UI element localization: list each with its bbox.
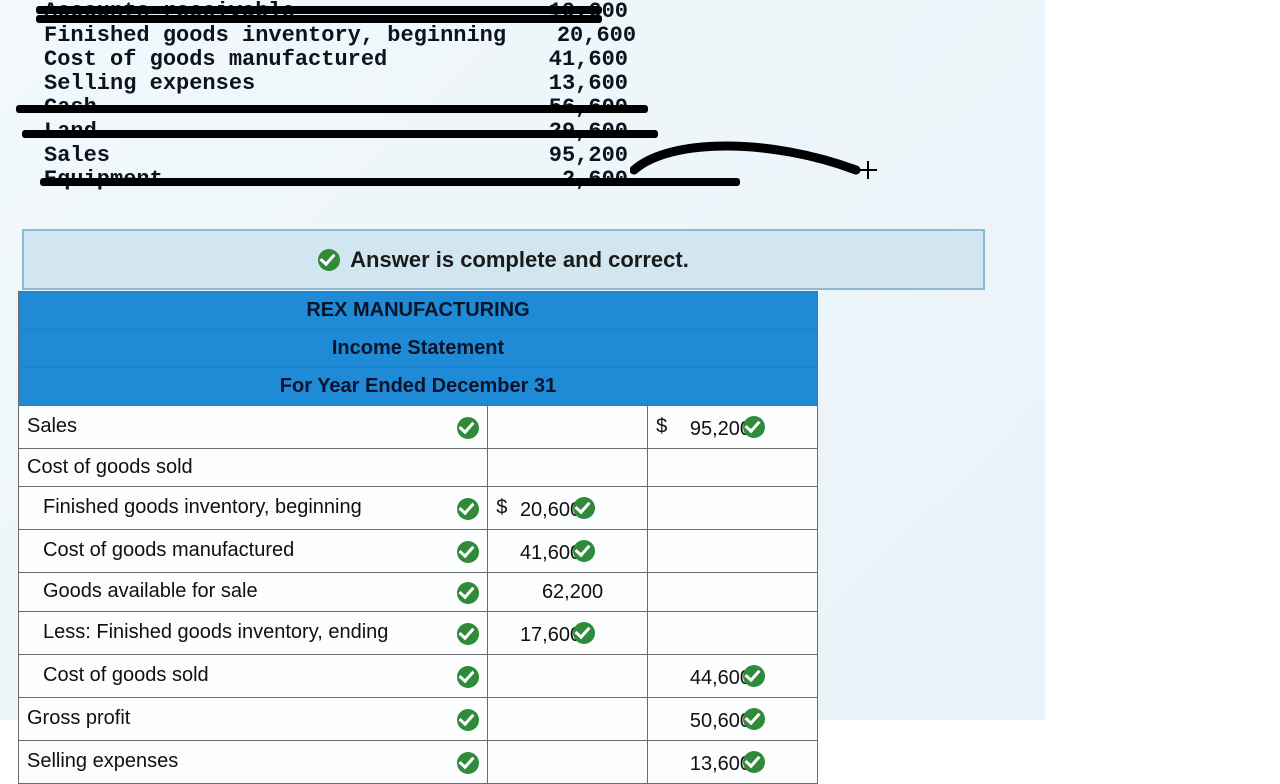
check-icon [743, 665, 765, 687]
page-area: Accounts receivable19,600Finished goods … [0, 0, 1045, 720]
row-col1[interactable]: 41,600 [488, 530, 648, 573]
row-col2[interactable]: 13,600 [648, 741, 818, 784]
statement-header-company: REX MANUFACTURING [19, 292, 818, 330]
top-data-list: Accounts receivable19,600Finished goods … [44, 0, 684, 192]
row-col1[interactable] [488, 698, 648, 741]
check-icon [573, 622, 595, 644]
row-col2[interactable]: $95,200 [648, 406, 818, 449]
row-col1-value: 20,600 [520, 499, 581, 521]
row-col2[interactable]: 50,600 [648, 698, 818, 741]
row-label[interactable]: Selling expenses [19, 741, 488, 784]
table-row: Cost of goods sold [19, 449, 818, 487]
table-row: Sales $95,200 [19, 406, 818, 449]
check-icon [457, 666, 479, 688]
row-col2[interactable] [648, 449, 818, 487]
check-icon [457, 623, 479, 645]
check-icon [318, 249, 340, 271]
row-label[interactable]: Less: Finished goods inventory, ending [19, 612, 488, 655]
table-row: Finished goods inventory, beginning$20,6… [19, 487, 818, 530]
row-col1-value: 17,600 [520, 624, 581, 646]
check-icon [457, 417, 479, 439]
top-list-value: 95,200 [498, 145, 628, 167]
strike-line [36, 6, 602, 14]
row-col1[interactable] [488, 406, 648, 449]
row-col2-value: 44,600 [690, 667, 751, 689]
row-col1[interactable] [488, 741, 648, 784]
table-row: Cost of goods sold 44,600 [19, 655, 818, 698]
statement-header-period: For Year Ended December 31 [19, 368, 818, 406]
top-list-row: Cost of goods manufactured41,600 [44, 48, 684, 72]
check-icon [573, 540, 595, 562]
row-col1-value: 62,200 [542, 581, 603, 603]
currency-symbol: $ [496, 497, 507, 520]
top-list-label: Sales [44, 145, 498, 167]
top-list-row: Sales95,200 [44, 144, 684, 168]
row-col2[interactable] [648, 530, 818, 573]
check-icon [743, 708, 765, 730]
check-icon [457, 752, 479, 774]
income-statement-table: REX MANUFACTURING Income Statement For Y… [18, 291, 818, 784]
answer-banner: Answer is complete and correct. [22, 229, 985, 290]
row-label[interactable]: Sales [19, 406, 488, 449]
top-list-value: 41,600 [498, 49, 628, 71]
strike-line [36, 15, 602, 23]
row-label[interactable]: Cost of goods sold [19, 449, 488, 487]
table-row: Goods available for sale 62,200 [19, 573, 818, 612]
table-row: Cost of goods manufactured 41,600 [19, 530, 818, 573]
check-icon [743, 751, 765, 773]
table-row: Selling expenses 13,600 [19, 741, 818, 784]
currency-symbol: $ [656, 416, 667, 439]
row-label[interactable]: Cost of goods manufactured [19, 530, 488, 573]
statement-header-title: Income Statement [19, 330, 818, 368]
check-icon [457, 541, 479, 563]
row-col2-value: 13,600 [690, 753, 751, 775]
top-list-label: Cost of goods manufactured [44, 49, 498, 71]
row-col2[interactable] [648, 487, 818, 530]
top-list-row: Finished goods inventory, beginning20,60… [44, 24, 684, 48]
check-icon [457, 498, 479, 520]
table-row: Less: Finished goods inventory, ending 17… [19, 612, 818, 655]
top-list-row: Selling expenses13,600 [44, 72, 684, 96]
row-label[interactable]: Goods available for sale [19, 573, 488, 612]
check-icon [457, 582, 479, 604]
check-icon [457, 709, 479, 731]
strike-line [22, 130, 658, 138]
top-list-label: Finished goods inventory, beginning [44, 25, 506, 47]
row-col1[interactable]: 17,600 [488, 612, 648, 655]
check-icon [573, 497, 595, 519]
row-col1[interactable] [488, 449, 648, 487]
top-list-label: Selling expenses [44, 73, 498, 95]
blank-area [1045, 0, 1280, 720]
answer-banner-text: Answer is complete and correct. [350, 247, 689, 273]
top-list-value: 20,600 [506, 25, 636, 47]
check-icon [743, 416, 765, 438]
row-col2-value: 95,200 [690, 418, 751, 440]
row-label[interactable]: Gross profit [19, 698, 488, 741]
strike-line [16, 105, 648, 113]
row-col1[interactable]: 62,200 [488, 573, 648, 612]
top-list-value: 13,600 [498, 73, 628, 95]
annotation-arc [630, 136, 862, 184]
row-col2[interactable]: 44,600 [648, 655, 818, 698]
row-label[interactable]: Finished goods inventory, beginning [19, 487, 488, 530]
row-col1[interactable] [488, 655, 648, 698]
row-col1[interactable]: $20,600 [488, 487, 648, 530]
row-col2[interactable] [648, 612, 818, 655]
table-row: Gross profit 50,600 [19, 698, 818, 741]
row-col1-value: 41,600 [520, 542, 581, 564]
row-label[interactable]: Cost of goods sold [19, 655, 488, 698]
row-col2[interactable] [648, 573, 818, 612]
row-col2-value: 50,600 [690, 710, 751, 732]
